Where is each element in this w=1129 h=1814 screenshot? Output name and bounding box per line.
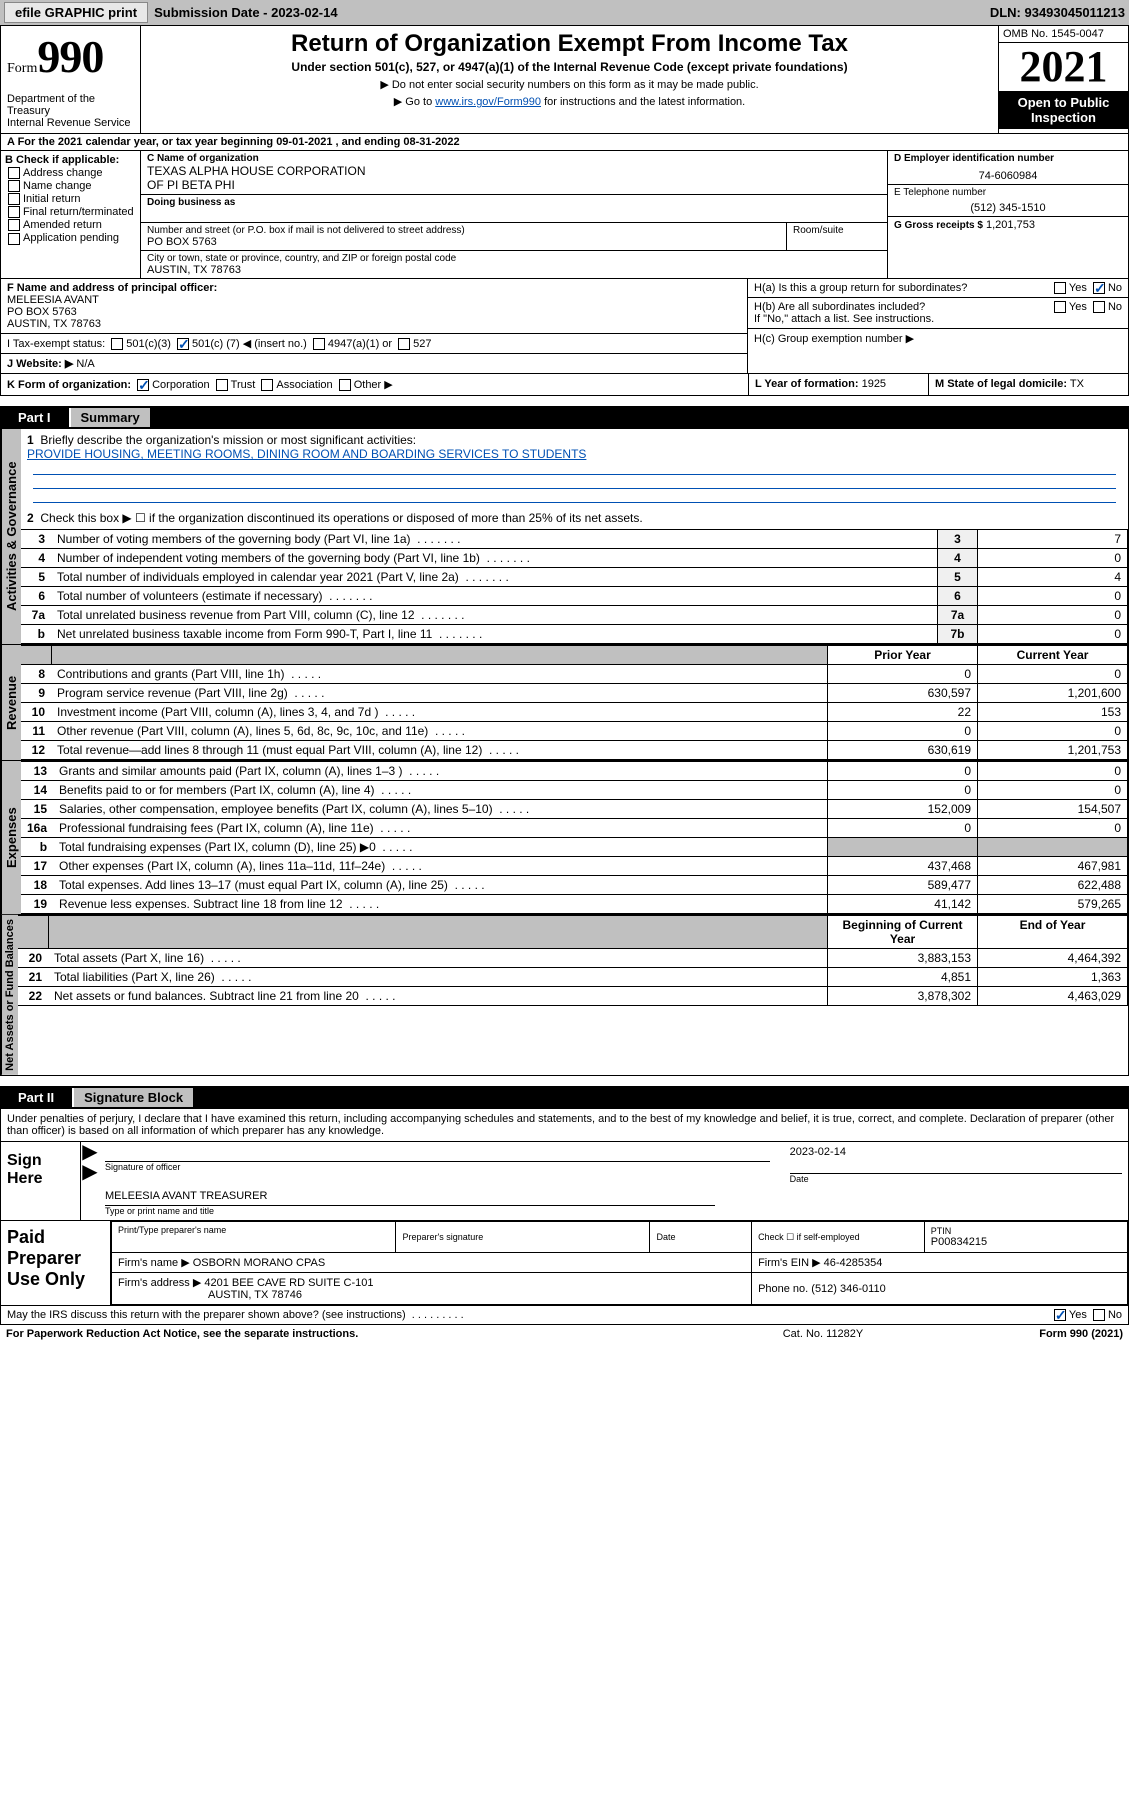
rev-row: 8Contributions and grants (Part VIII, li… <box>21 665 1128 684</box>
sig-date: 2023-02-14 <box>790 1146 1122 1158</box>
netassets-table: Beginning of Current Year End of Year 20… <box>18 915 1128 1006</box>
gross-label: G Gross receipts $ <box>894 220 983 231</box>
sig-officer-caption: Signature of officer <box>105 1162 770 1172</box>
tel-label: E Telephone number <box>894 187 1122 198</box>
form-title: Return of Organization Exempt From Incom… <box>147 30 992 58</box>
gross-value: 1,201,753 <box>986 219 1035 231</box>
row-j-website: J Website: ▶ N/A <box>1 354 747 373</box>
501c-checkbox[interactable] <box>177 338 189 350</box>
corp-checkbox[interactable] <box>137 379 149 391</box>
note-instructions: ▶ Go to www.irs.gov/Form990 for instruct… <box>147 95 992 108</box>
dba-label: Doing business as <box>147 197 881 208</box>
address-label: Number and street (or P.O. box if mail i… <box>147 225 780 236</box>
line2-label: Check this box ▶ ☐ if the organization d… <box>40 511 642 525</box>
efile-print-button[interactable]: efile GRAPHIC print <box>4 2 148 23</box>
gov-row: bNet unrelated business taxable income f… <box>21 625 1128 644</box>
gov-row: 6Total number of volunteers (estimate if… <box>21 587 1128 606</box>
top-toolbar: efile GRAPHIC print Submission Date - 20… <box>0 0 1129 25</box>
dept-treasury: Department of the Treasury Internal Reve… <box>7 93 134 129</box>
row-f-officer: F Name and address of principal officer:… <box>1 279 747 334</box>
preparer-table: Print/Type preparer's name Preparer's si… <box>111 1221 1128 1305</box>
may-irs-row: May the IRS discuss this return with the… <box>1 1305 1128 1324</box>
row-ha: H(a) Is this a group return for subordin… <box>748 279 1128 298</box>
sign-arrow-icon: ▶▶ <box>81 1142 99 1220</box>
signature-declaration: Under penalties of perjury, I declare th… <box>1 1109 1128 1141</box>
note-public: ▶ Do not enter social security numbers o… <box>147 78 992 91</box>
row-a-tax-year: A For the 2021 calendar year, or tax yea… <box>0 134 1129 151</box>
city-value: AUSTIN, TX 78763 <box>147 264 881 276</box>
mission-text: PROVIDE HOUSING, MEETING ROOMS, DINING R… <box>27 447 586 461</box>
na-row: 21Total liabilities (Part X, line 26) . … <box>18 968 1128 987</box>
tax-year: 2021 <box>999 43 1128 91</box>
org-name-label: C Name of organization <box>147 153 881 164</box>
governance-table: 3Number of voting members of the governi… <box>21 529 1128 644</box>
rev-row: 9Program service revenue (Part VIII, lin… <box>21 684 1128 703</box>
exp-row: 13Grants and similar amounts paid (Part … <box>21 762 1128 781</box>
open-to-public: Open to Public Inspection <box>999 91 1128 129</box>
form-subtitle: Under section 501(c), 527, or 4947(a)(1)… <box>147 60 992 74</box>
exp-row: 18Total expenses. Add lines 13–17 (must … <box>21 876 1128 895</box>
form-header: Form990 Department of the Treasury Inter… <box>0 25 1129 134</box>
rev-row: 12Total revenue—add lines 8 through 11 (… <box>21 741 1128 760</box>
form-number: 990 <box>37 31 103 82</box>
exp-row: 19Revenue less expenses. Subtract line 1… <box>21 895 1128 914</box>
form-word: Form <box>7 61 37 76</box>
side-tab-revenue: Revenue <box>1 645 21 760</box>
exp-row: bTotal fundraising expenses (Part IX, co… <box>21 838 1128 857</box>
ha-no-checkbox[interactable] <box>1093 282 1105 294</box>
officer-name-title: MELEESIA AVANT TREASURER <box>105 1190 267 1202</box>
row-hb: H(b) Are all subordinates included? Yes … <box>748 298 1128 329</box>
officer-status-grid: F Name and address of principal officer:… <box>0 279 1129 374</box>
expenses-table: 13Grants and similar amounts paid (Part … <box>21 761 1128 914</box>
entity-info-grid: B Check if applicable: Address change Na… <box>0 151 1129 279</box>
org-name: TEXAS ALPHA HOUSE CORPORATION OF PI BETA… <box>147 164 881 192</box>
revenue-table: Prior Year Current Year 8Contributions a… <box>21 645 1128 760</box>
irs-link[interactable]: www.irs.gov/Form990 <box>435 96 541 108</box>
gov-row: 4Number of independent voting members of… <box>21 549 1128 568</box>
gov-row: 3Number of voting members of the governi… <box>21 530 1128 549</box>
address-street: PO BOX 5763 <box>147 236 780 248</box>
row-hc: H(c) Group exemption number ▶ <box>748 329 1128 348</box>
na-row: 20Total assets (Part X, line 16) . . . .… <box>18 949 1128 968</box>
may-irs-yes-checkbox[interactable] <box>1054 1309 1066 1321</box>
line1-label: Briefly describe the organization's miss… <box>40 433 416 447</box>
side-tab-netassets: Net Assets or Fund Balances <box>1 915 18 1075</box>
side-tab-expenses: Expenses <box>1 761 21 914</box>
exp-row: 16aProfessional fundraising fees (Part I… <box>21 819 1128 838</box>
tel-value: (512) 345-1510 <box>894 198 1122 214</box>
omb-no: OMB No. 1545-0047 <box>999 26 1128 43</box>
exp-row: 17Other expenses (Part IX, column (A), l… <box>21 857 1128 876</box>
rev-row: 10Investment income (Part VIII, column (… <box>21 703 1128 722</box>
ein-label: D Employer identification number <box>894 153 1122 164</box>
sign-here-label: Sign Here <box>1 1142 81 1220</box>
col-b-checkboxes: B Check if applicable: Address change Na… <box>1 151 141 278</box>
exp-row: 14Benefits paid to or for members (Part … <box>21 781 1128 800</box>
name-title-caption: Type or print name and title <box>105 1206 1122 1216</box>
row-k-org-form: K Form of organization: Corporation Trus… <box>0 374 1129 396</box>
dln: DLN: 93493045011213 <box>990 5 1125 20</box>
room-suite-label: Room/suite <box>787 223 887 250</box>
row-i-tax-exempt: I Tax-exempt status: 501(c)(3) 501(c) (7… <box>1 334 747 354</box>
city-label: City or town, state or province, country… <box>147 253 881 264</box>
exp-row: 15Salaries, other compensation, employee… <box>21 800 1128 819</box>
rev-row: 11Other revenue (Part VIII, column (A), … <box>21 722 1128 741</box>
date-caption: Date <box>790 1174 1122 1184</box>
na-row: 22Net assets or fund balances. Subtract … <box>18 987 1128 1006</box>
part2-header: Part II Signature Block <box>0 1086 1129 1109</box>
ein-value: 74-6060984 <box>894 164 1122 182</box>
submission-date: Submission Date - 2023-02-14 <box>154 5 338 20</box>
paid-preparer-label: Paid Preparer Use Only <box>1 1221 111 1305</box>
side-tab-governance: Activities & Governance <box>1 429 21 644</box>
gov-row: 7aTotal unrelated business revenue from … <box>21 606 1128 625</box>
part1-header: Part I Summary <box>0 406 1129 429</box>
page-footer: For Paperwork Reduction Act Notice, see … <box>0 1325 1129 1343</box>
gov-row: 5Total number of individuals employed in… <box>21 568 1128 587</box>
